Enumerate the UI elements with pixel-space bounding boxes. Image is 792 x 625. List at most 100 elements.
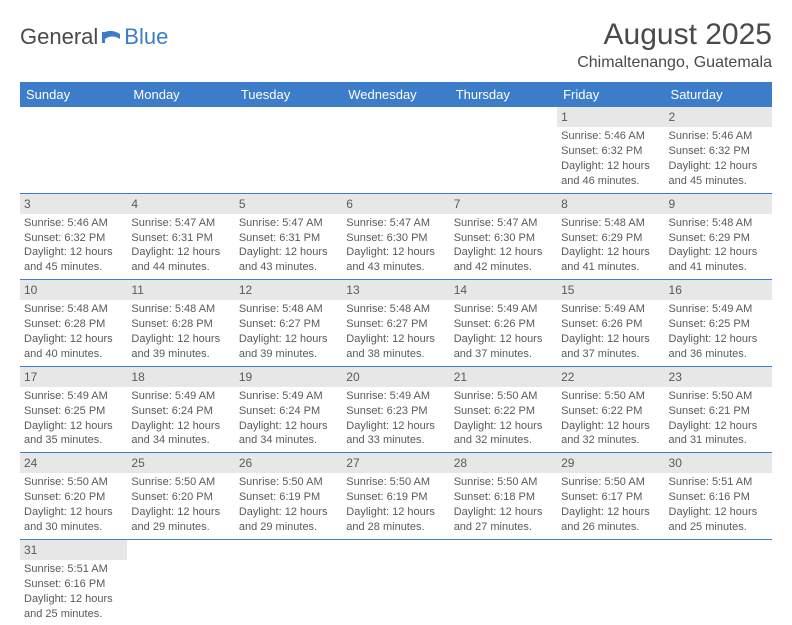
- day-day1: Daylight: 12 hours: [239, 419, 338, 434]
- col-thursday: Thursday: [450, 82, 557, 107]
- day-sunrise: Sunrise: 5:47 AM: [346, 216, 445, 231]
- day-sunrise: Sunrise: 5:46 AM: [561, 129, 660, 144]
- table-row: 31Sunrise: 5:51 AMSunset: 6:16 PMDayligh…: [20, 539, 772, 625]
- day-sunrise: Sunrise: 5:48 AM: [131, 302, 230, 317]
- day-sunrise: Sunrise: 5:47 AM: [454, 216, 553, 231]
- day-day2: and 38 minutes.: [346, 347, 445, 362]
- day-body: Sunrise: 5:47 AMSunset: 6:31 PMDaylight:…: [127, 214, 234, 279]
- day-cell: 2Sunrise: 5:46 AMSunset: 6:32 PMDaylight…: [665, 107, 772, 193]
- day-day1: Daylight: 12 hours: [24, 592, 123, 607]
- day-sunrise: Sunrise: 5:49 AM: [131, 389, 230, 404]
- day-cell: 27Sunrise: 5:50 AMSunset: 6:19 PMDayligh…: [342, 453, 449, 540]
- day-cell: 7Sunrise: 5:47 AMSunset: 6:30 PMDaylight…: [450, 193, 557, 280]
- day-day2: and 42 minutes.: [454, 260, 553, 275]
- day-day1: Daylight: 12 hours: [346, 419, 445, 434]
- day-sunrise: Sunrise: 5:50 AM: [346, 475, 445, 490]
- day-cell: [342, 107, 449, 193]
- day-sunrise: Sunrise: 5:49 AM: [346, 389, 445, 404]
- day-sunset: Sunset: 6:26 PM: [561, 317, 660, 332]
- day-sunrise: Sunrise: 5:50 AM: [669, 389, 768, 404]
- day-cell: 30Sunrise: 5:51 AMSunset: 6:16 PMDayligh…: [665, 453, 772, 540]
- day-number: 31: [20, 540, 127, 560]
- day-sunset: Sunset: 6:24 PM: [239, 404, 338, 419]
- day-cell: [342, 539, 449, 625]
- day-body: Sunrise: 5:49 AMSunset: 6:26 PMDaylight:…: [557, 300, 664, 365]
- day-sunrise: Sunrise: 5:48 AM: [561, 216, 660, 231]
- day-sunrise: Sunrise: 5:48 AM: [24, 302, 123, 317]
- day-cell: 3Sunrise: 5:46 AMSunset: 6:32 PMDaylight…: [20, 193, 127, 280]
- day-body: Sunrise: 5:49 AMSunset: 6:23 PMDaylight:…: [342, 387, 449, 452]
- day-sunset: Sunset: 6:27 PM: [346, 317, 445, 332]
- logo-text-1: General: [20, 24, 98, 50]
- day-sunrise: Sunrise: 5:47 AM: [239, 216, 338, 231]
- day-cell: [235, 107, 342, 193]
- day-body: Sunrise: 5:50 AMSunset: 6:21 PMDaylight:…: [665, 387, 772, 452]
- day-number: 28: [450, 453, 557, 473]
- day-sunset: Sunset: 6:27 PM: [239, 317, 338, 332]
- day-body: Sunrise: 5:48 AMSunset: 6:27 PMDaylight:…: [235, 300, 342, 365]
- day-day1: Daylight: 12 hours: [346, 505, 445, 520]
- day-body: Sunrise: 5:50 AMSunset: 6:17 PMDaylight:…: [557, 473, 664, 538]
- day-sunset: Sunset: 6:32 PM: [669, 144, 768, 159]
- day-sunset: Sunset: 6:22 PM: [454, 404, 553, 419]
- day-day2: and 39 minutes.: [239, 347, 338, 362]
- day-sunrise: Sunrise: 5:47 AM: [131, 216, 230, 231]
- day-sunrise: Sunrise: 5:50 AM: [454, 389, 553, 404]
- day-cell: [665, 539, 772, 625]
- day-number: 3: [20, 194, 127, 214]
- col-tuesday: Tuesday: [235, 82, 342, 107]
- day-body: Sunrise: 5:49 AMSunset: 6:24 PMDaylight:…: [127, 387, 234, 452]
- day-number: 2: [665, 107, 772, 127]
- day-cell: 12Sunrise: 5:48 AMSunset: 6:27 PMDayligh…: [235, 280, 342, 367]
- day-body: Sunrise: 5:46 AMSunset: 6:32 PMDaylight:…: [557, 127, 664, 192]
- col-sunday: Sunday: [20, 82, 127, 107]
- day-sunrise: Sunrise: 5:46 AM: [24, 216, 123, 231]
- day-number: 8: [557, 194, 664, 214]
- day-body: Sunrise: 5:50 AMSunset: 6:18 PMDaylight:…: [450, 473, 557, 538]
- day-body: Sunrise: 5:48 AMSunset: 6:28 PMDaylight:…: [20, 300, 127, 365]
- day-body: Sunrise: 5:48 AMSunset: 6:27 PMDaylight:…: [342, 300, 449, 365]
- day-day2: and 39 minutes.: [131, 347, 230, 362]
- day-number: 13: [342, 280, 449, 300]
- day-sunrise: Sunrise: 5:50 AM: [561, 475, 660, 490]
- day-sunset: Sunset: 6:16 PM: [24, 577, 123, 592]
- day-number: 22: [557, 367, 664, 387]
- day-body: Sunrise: 5:49 AMSunset: 6:25 PMDaylight:…: [665, 300, 772, 365]
- day-body: Sunrise: 5:47 AMSunset: 6:30 PMDaylight:…: [450, 214, 557, 279]
- day-sunrise: Sunrise: 5:49 AM: [239, 389, 338, 404]
- day-cell: 16Sunrise: 5:49 AMSunset: 6:25 PMDayligh…: [665, 280, 772, 367]
- day-number: 26: [235, 453, 342, 473]
- location-label: Chimaltenango, Guatemala: [577, 54, 772, 72]
- header: General Blue August 2025 Chimaltenango, …: [20, 18, 772, 72]
- day-cell: 22Sunrise: 5:50 AMSunset: 6:22 PMDayligh…: [557, 366, 664, 453]
- day-day1: Daylight: 12 hours: [131, 332, 230, 347]
- day-cell: 31Sunrise: 5:51 AMSunset: 6:16 PMDayligh…: [20, 539, 127, 625]
- day-day1: Daylight: 12 hours: [239, 505, 338, 520]
- day-sunrise: Sunrise: 5:49 AM: [561, 302, 660, 317]
- day-sunset: Sunset: 6:21 PM: [669, 404, 768, 419]
- day-day1: Daylight: 12 hours: [24, 419, 123, 434]
- day-sunset: Sunset: 6:32 PM: [24, 231, 123, 246]
- day-day2: and 36 minutes.: [669, 347, 768, 362]
- day-day1: Daylight: 12 hours: [131, 419, 230, 434]
- day-sunset: Sunset: 6:22 PM: [561, 404, 660, 419]
- day-sunrise: Sunrise: 5:49 AM: [454, 302, 553, 317]
- day-sunrise: Sunrise: 5:51 AM: [669, 475, 768, 490]
- day-number: 5: [235, 194, 342, 214]
- day-sunrise: Sunrise: 5:48 AM: [669, 216, 768, 231]
- page-title: August 2025: [577, 18, 772, 52]
- day-day1: Daylight: 12 hours: [454, 505, 553, 520]
- day-day1: Daylight: 12 hours: [669, 505, 768, 520]
- day-cell: 9Sunrise: 5:48 AMSunset: 6:29 PMDaylight…: [665, 193, 772, 280]
- logo: General Blue: [20, 18, 168, 50]
- day-sunset: Sunset: 6:31 PM: [131, 231, 230, 246]
- day-body: Sunrise: 5:49 AMSunset: 6:24 PMDaylight:…: [235, 387, 342, 452]
- day-cell: 18Sunrise: 5:49 AMSunset: 6:24 PMDayligh…: [127, 366, 234, 453]
- day-day1: Daylight: 12 hours: [454, 245, 553, 260]
- day-number: 10: [20, 280, 127, 300]
- day-day2: and 25 minutes.: [669, 520, 768, 535]
- day-sunset: Sunset: 6:32 PM: [561, 144, 660, 159]
- day-sunset: Sunset: 6:24 PM: [131, 404, 230, 419]
- day-cell: 5Sunrise: 5:47 AMSunset: 6:31 PMDaylight…: [235, 193, 342, 280]
- day-sunset: Sunset: 6:16 PM: [669, 490, 768, 505]
